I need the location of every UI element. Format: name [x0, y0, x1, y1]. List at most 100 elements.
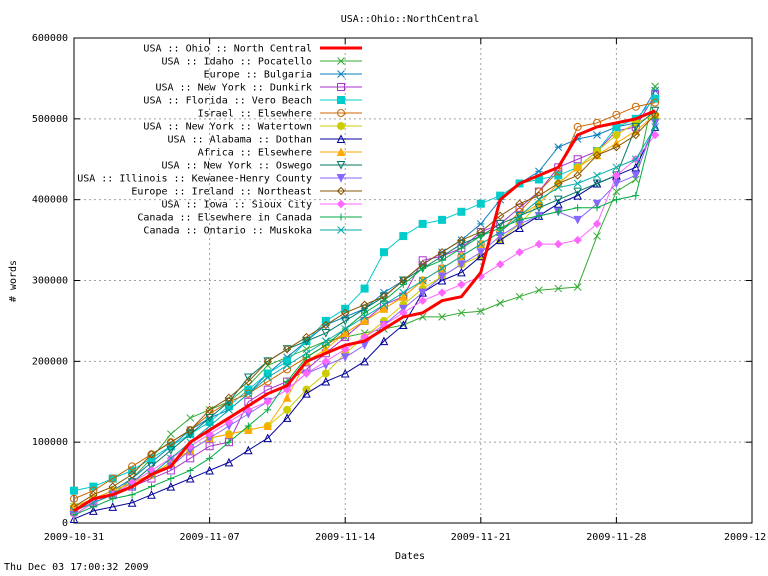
marker: [515, 211, 524, 220]
marker: [336, 161, 346, 170]
marker: [70, 486, 78, 495]
marker: [321, 369, 330, 378]
legend-label: USA :: New York :: Oswego: [161, 161, 312, 172]
marker: [302, 369, 311, 378]
marker: [166, 446, 176, 455]
marker: [224, 393, 234, 402]
marker: [337, 83, 345, 91]
marker: [631, 171, 641, 181]
marker: [321, 376, 331, 386]
marker: [69, 514, 79, 523]
marker: [108, 474, 117, 483]
marker: [457, 260, 466, 269]
marker: [496, 228, 505, 236]
marker: [495, 211, 505, 221]
marker: [380, 300, 388, 309]
chart-title: USA::Ohio::NorthCentral: [341, 14, 479, 25]
marker: [573, 122, 582, 131]
marker: [302, 332, 311, 342]
legend-label: USA :: Illinois :: Kewanee-Henry County: [77, 174, 312, 185]
marker: [337, 57, 345, 65]
marker: [631, 155, 640, 164]
marker: [360, 356, 369, 366]
series-4: [70, 94, 660, 495]
marker: [89, 506, 98, 515]
marker: [147, 450, 156, 459]
marker: [360, 316, 369, 325]
marker: [573, 162, 582, 172]
marker: [554, 284, 563, 293]
legend-label: Canada :: Ontario :: Muskoka: [143, 226, 312, 237]
marker: [534, 203, 544, 213]
marker: [476, 248, 486, 257]
marker: [651, 123, 659, 131]
marker: [302, 349, 311, 358]
marker: [612, 179, 621, 189]
marker: [244, 445, 253, 455]
x-tick-label: 2009-10-31: [44, 532, 104, 543]
marker: [263, 397, 272, 406]
legend-label: USA :: New York :: Dunkirk: [155, 83, 312, 94]
marker: [612, 163, 621, 172]
marker: [360, 284, 369, 293]
y-tick-label: 0: [62, 518, 68, 529]
series-3: [70, 90, 660, 515]
marker: [457, 252, 466, 261]
legend-label: USA :: Idaho :: Pocatello: [161, 57, 312, 68]
legend-label: Europe :: Ireland :: Northeast: [131, 187, 312, 198]
marker: [612, 110, 621, 119]
marker: [496, 299, 505, 307]
y-tick-label: 300000: [32, 276, 68, 287]
marker: [554, 171, 563, 180]
marker: [263, 421, 273, 430]
marker: [263, 373, 272, 382]
marker: [418, 313, 427, 321]
marker: [592, 179, 602, 189]
marker: [341, 325, 350, 333]
marker: [166, 437, 176, 447]
legend-label: USA :: Ohio :: North Central: [143, 44, 312, 55]
marker: [457, 280, 466, 289]
marker: [89, 498, 98, 507]
marker: [379, 248, 388, 257]
marker: [167, 454, 175, 463]
y-tick-label: 500000: [32, 114, 68, 125]
marker: [457, 267, 466, 277]
marker: [573, 187, 582, 197]
marker: [438, 313, 446, 321]
series-line: [73, 114, 656, 508]
marker: [321, 329, 331, 338]
marker: [147, 462, 156, 472]
marker: [592, 151, 602, 160]
x-tick-label: 2009-11-14: [315, 532, 375, 543]
marker: [337, 226, 345, 234]
marker: [515, 292, 524, 301]
marker: [302, 389, 311, 398]
marker: [340, 368, 350, 378]
marker: [108, 502, 118, 511]
marker: [147, 490, 156, 499]
x-tick-label: 2009-11-07: [179, 532, 239, 543]
marker: [438, 215, 447, 224]
y-tick-label: 100000: [32, 437, 68, 448]
marker: [554, 183, 563, 192]
marker: [631, 130, 640, 140]
x-tick-label: 2009-12-05: [724, 532, 768, 543]
legend-label: Europe :: Bulgaria: [204, 70, 312, 81]
marker: [340, 328, 350, 338]
marker: [282, 345, 292, 354]
marker: [573, 235, 582, 245]
timestamp-footer: Thu Dec 03 17:00:32 2009: [4, 562, 149, 573]
legend-label: USA :: Iowa :: Sioux City: [161, 200, 312, 211]
marker: [336, 199, 346, 209]
marker: [476, 240, 485, 248]
marker: [167, 430, 175, 438]
marker: [244, 373, 253, 383]
marker: [282, 393, 292, 402]
marker: [573, 171, 582, 180]
marker: [457, 235, 466, 245]
marker: [515, 211, 524, 221]
marker: [554, 239, 563, 249]
marker: [534, 239, 544, 249]
marker: [515, 223, 524, 232]
